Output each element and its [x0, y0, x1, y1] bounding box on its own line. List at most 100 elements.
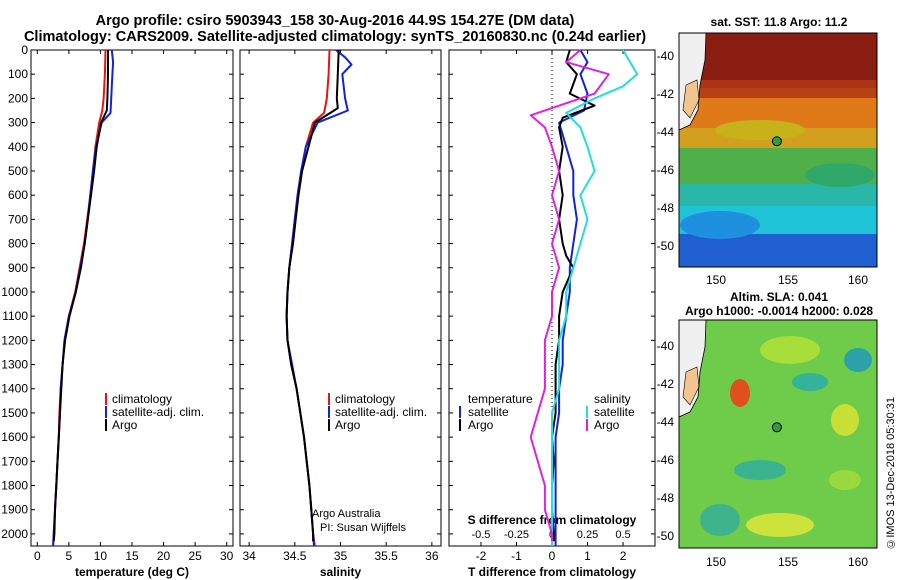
difference-legend: temperature satellite Argo salinity sate… [459, 392, 635, 432]
sst-map [679, 33, 877, 267]
x-tick-label: 5 [66, 549, 73, 563]
legend-label-t-sat: satellite [468, 405, 509, 419]
legend-label-clim: climatology [112, 392, 172, 406]
y-tick-label: 2000 [1, 527, 28, 541]
legend-label-s-sat: satellite [594, 405, 635, 419]
legend-swatch-t-argo [459, 419, 461, 431]
series-line-argo [285, 49, 340, 542]
lon-tick-label: 155 [778, 273, 798, 287]
lon-tick-label: 150 [706, 273, 726, 287]
legend-swatch-t-sat [459, 406, 461, 418]
x-tick-label: 20 [157, 549, 171, 563]
lat-tick-label: -40 [657, 339, 675, 353]
sla-map-title-1: Altim. SLA: 0.041 [729, 290, 829, 304]
sst-lon-labels: 150 155 160 [706, 273, 868, 287]
legend-swatch-sat [328, 406, 330, 418]
y-tick-label: 1200 [1, 333, 28, 347]
lat-tick-label: -40 [657, 49, 675, 63]
x-tick-label: 34.5 [283, 549, 307, 563]
x-tick-label: 34 [242, 549, 256, 563]
series-line-satellite-adj-clim- [285, 49, 353, 547]
lat-tick-label: -44 [657, 415, 675, 429]
sla-lat-labels: -40 -42 -44 -46 -48 -50 [657, 339, 675, 543]
legend-label-argo: Argo [335, 418, 361, 432]
series-line-argo [52, 50, 109, 542]
lat-tick-label: -46 [657, 453, 675, 467]
lat-tick-label: -50 [657, 239, 675, 253]
salinity-legend: climatology satellite-adj. clim. Argo Ar… [312, 392, 427, 534]
lon-tick-label: 150 [706, 555, 726, 569]
s-tick-label: 0.5 [615, 529, 630, 541]
sla-map-title-2: Argo h1000: -0.0014 h2000: 0.028 [684, 304, 874, 318]
lon-tick-label: 160 [848, 273, 868, 287]
x-axis-label: salinity [320, 565, 362, 579]
sla-map [679, 320, 877, 548]
x-tick-label: -2 [476, 549, 487, 563]
s-tick-label: -0.5 [471, 529, 490, 541]
lon-tick-label: 160 [848, 555, 868, 569]
x-tick-label: 25 [188, 549, 202, 563]
y-tick-label: 300 [8, 116, 28, 130]
lat-tick-label: -50 [657, 529, 675, 543]
series-line-temperature-argo [551, 49, 596, 542]
sst-map-title: sat. SST: 11.8 Argo: 11.2 [710, 15, 848, 29]
legend-swatch-clim [105, 393, 107, 405]
legend-heading-temperature: temperature [468, 392, 533, 406]
x-tick-label: 1 [584, 549, 591, 563]
y-tick-label: 100 [8, 67, 28, 81]
x-axis-label: temperature (deg C) [75, 565, 189, 579]
y-tick-label: 700 [8, 212, 28, 226]
x-axis-label: T difference from climatology [468, 565, 636, 579]
y-tick-label: 400 [8, 140, 28, 154]
legend-label-sat: satellite-adj. clim. [335, 405, 427, 419]
sla-profile-marker [771, 422, 782, 433]
series-line-satellite-adj-clim- [52, 49, 115, 547]
title-line-2: Climatology: CARS2009. Satellite-adjuste… [23, 29, 647, 45]
x-tick-label: 36 [425, 549, 439, 563]
lat-tick-label: -46 [657, 163, 675, 177]
s-tick-label: 0.25 [577, 529, 598, 541]
sst-map-frame [678, 32, 878, 268]
sst-lat-labels: -40 -42 -44 -46 -48 -50 [657, 49, 675, 253]
x-tick-label: 30 [220, 549, 234, 563]
legend-swatch-clim [328, 393, 330, 405]
y-tick-label: 800 [8, 237, 28, 251]
lat-tick-label: -48 [657, 201, 675, 215]
y-tick-label: 1700 [1, 454, 28, 468]
lat-tick-label: -42 [657, 377, 675, 391]
legend-swatch-sat [105, 406, 107, 418]
sla-lon-labels: 150 155 160 [706, 555, 868, 569]
legend-swatch-s-sat [586, 406, 588, 418]
legend-label-sat: satellite-adj. clim. [112, 405, 204, 419]
y-tick-label: 200 [8, 91, 28, 105]
series-line-salinity-argo [529, 49, 610, 542]
lat-tick-label: -48 [657, 491, 675, 505]
temperature-legend: climatology satellite-adj. clim. Argo [105, 392, 204, 432]
y-tick-label: 900 [8, 261, 28, 275]
y-tick-label: 1000 [1, 285, 28, 299]
legend-label-argo: Argo [112, 418, 138, 432]
legend-label-s-argo: Argo [594, 418, 620, 432]
credit-line-1: Argo Australia [312, 508, 381, 520]
s-tick-label: -0.25 [504, 529, 529, 541]
x-tick-label: 0 [34, 549, 41, 563]
y-tick-label: 600 [8, 188, 28, 202]
legend-label-t-argo: Argo [468, 418, 494, 432]
title-line-1: Argo profile: csiro 5903943_158 30-Aug-2… [95, 13, 575, 29]
legend-swatch-s-argo [586, 419, 588, 431]
plot-frame-1 [30, 49, 234, 547]
legend-heading-salinity: salinity [594, 392, 631, 406]
y-tick-label: 1800 [1, 479, 28, 493]
series-line-climatology [52, 49, 107, 547]
lat-tick-label: -42 [657, 87, 675, 101]
y-tick-label: 1600 [1, 430, 28, 444]
y-tick-label: 500 [8, 164, 28, 178]
sst-profile-marker [771, 136, 782, 147]
x-tick-label: 2 [620, 549, 627, 563]
sla-map-frame [678, 319, 878, 549]
legend-swatch-argo [328, 419, 330, 431]
copyright-footer: ©IMOS 13-Dec-2018 05:30:31 [885, 397, 897, 550]
y-tick-label: 1300 [1, 358, 28, 372]
plot-frame-2 [239, 49, 442, 547]
